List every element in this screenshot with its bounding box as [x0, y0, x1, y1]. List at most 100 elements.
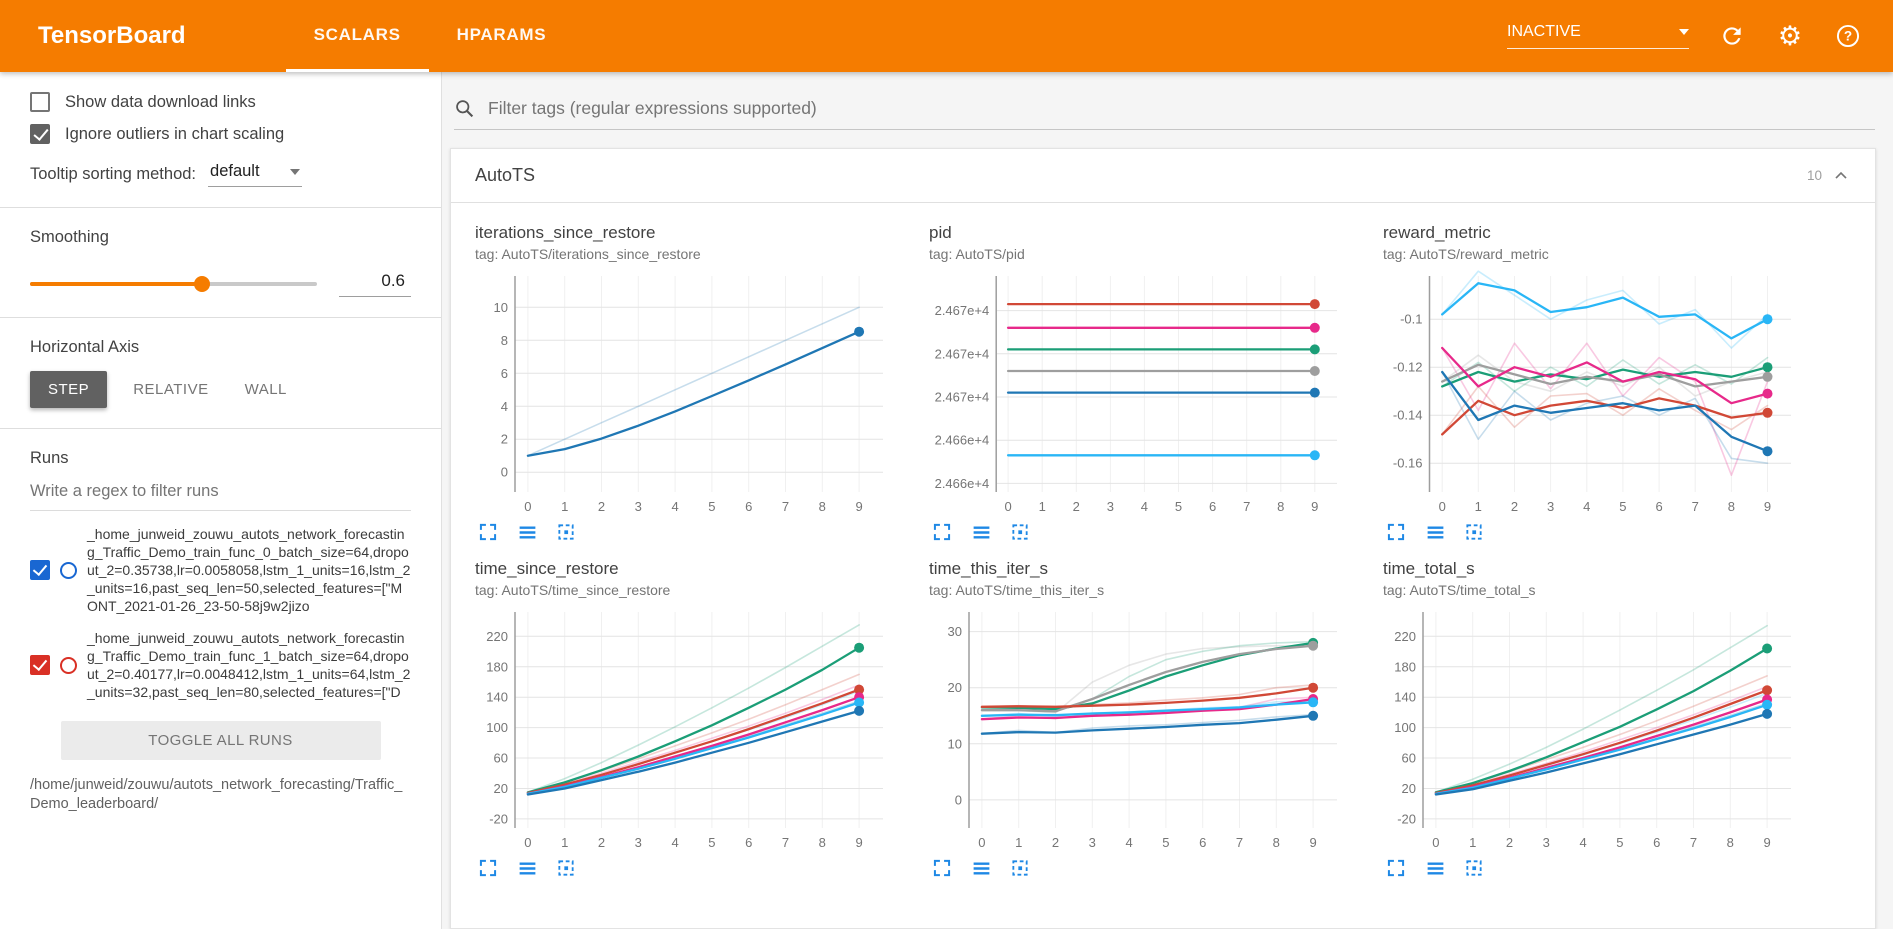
svg-text:5: 5 — [1162, 835, 1169, 850]
show-download-links-label: Show data download links — [65, 92, 256, 111]
app-header: TensorBoard SCALARS HPARAMS INACTIVE ⚙ ? — [0, 0, 1893, 72]
tooltip-sorting-dropdown[interactable]: default — [208, 162, 302, 187]
svg-text:2: 2 — [501, 432, 508, 447]
expand-chart-icon[interactable] — [1385, 857, 1407, 879]
chart-title: reward_metric — [1383, 223, 1491, 242]
ignore-outliers-checkbox[interactable] — [30, 124, 50, 144]
svg-text:60: 60 — [494, 751, 508, 766]
svg-text:0: 0 — [501, 465, 508, 480]
expand-chart-icon[interactable] — [931, 521, 953, 543]
lines-menu-icon[interactable] — [1424, 857, 1446, 879]
svg-text:4: 4 — [671, 499, 678, 514]
chart-tag: tag: AutoTS/reward_metric — [1383, 246, 1549, 262]
svg-text:9: 9 — [855, 499, 862, 514]
svg-text:3: 3 — [635, 499, 642, 514]
gear-icon[interactable]: ⚙ — [1777, 20, 1803, 51]
fit-domain-icon[interactable] — [555, 521, 577, 543]
runs-filter-input[interactable] — [30, 474, 411, 511]
svg-text:6: 6 — [1209, 499, 1216, 514]
tag-filter-input[interactable] — [488, 98, 1875, 119]
chart-plot[interactable]: -0.1 -0.12 -0.14 -0.16 0 1 2 3 4 5 6 7 8 9 — [1383, 268, 1803, 518]
svg-text:8: 8 — [501, 333, 508, 348]
fit-domain-icon[interactable] — [1463, 857, 1485, 879]
chart-card: iterations_since_restore tag: AutoTS/ite… — [475, 223, 911, 543]
lines-menu-icon[interactable] — [516, 521, 538, 543]
lines-menu-icon[interactable] — [970, 521, 992, 543]
lines-menu-icon[interactable] — [1424, 521, 1446, 543]
svg-text:3: 3 — [1089, 835, 1096, 850]
svg-text:-0.16: -0.16 — [1393, 456, 1423, 471]
chart-plot[interactable]: 220 180 140 100 60 20 -20 0 1 2 3 4 5 6 7 8 9 — [1383, 604, 1803, 854]
runs-label: Runs — [30, 449, 69, 467]
svg-text:8: 8 — [1273, 835, 1280, 850]
svg-text:4: 4 — [1125, 835, 1132, 850]
axis-relative-button[interactable]: RELATIVE — [133, 381, 209, 398]
svg-text:4: 4 — [671, 835, 678, 850]
smoothing-slider-thumb[interactable] — [194, 276, 211, 292]
chart-toolbar — [929, 521, 1365, 543]
svg-text:6: 6 — [1653, 835, 1660, 850]
svg-text:0: 0 — [1004, 499, 1011, 514]
help-icon[interactable]: ? — [1833, 21, 1863, 51]
run-item[interactable]: _home_junweid_zouwu_autots_network_forec… — [30, 629, 411, 701]
run-checkbox[interactable] — [30, 560, 50, 580]
svg-text:-0.12: -0.12 — [1393, 360, 1423, 375]
chart-title: time_this_iter_s — [929, 559, 1049, 578]
ignore-outliers-row[interactable]: Ignore outliers in chart scaling — [30, 124, 411, 144]
chart-plot[interactable]: 10 8 6 4 2 0 0 1 2 3 4 5 6 7 8 9 — [475, 268, 895, 518]
horizontal-axis-section: Horizontal Axis STEP RELATIVE WALL — [0, 318, 441, 429]
expand-chart-icon[interactable] — [477, 521, 499, 543]
svg-text:7: 7 — [1243, 499, 1250, 514]
smoothing-value[interactable]: 0.6 — [339, 271, 411, 297]
svg-text:-20: -20 — [489, 811, 508, 826]
svg-text:9: 9 — [1764, 499, 1771, 514]
axis-wall-button[interactable]: WALL — [244, 381, 287, 398]
svg-text:8: 8 — [819, 499, 826, 514]
svg-text:2: 2 — [1511, 499, 1518, 514]
autots-card-header[interactable]: AutoTS 10 — [451, 149, 1875, 203]
toggle-all-runs-button[interactable]: TOGGLE ALL RUNS — [60, 721, 381, 760]
run-radio[interactable] — [60, 561, 77, 579]
status-dropdown[interactable]: INACTIVE — [1507, 23, 1689, 49]
svg-text:1: 1 — [561, 499, 568, 514]
run-checkbox[interactable] — [30, 655, 50, 675]
app-title: TensorBoard — [38, 22, 186, 49]
tab-hparams[interactable]: HPARAMS — [456, 24, 547, 44]
fit-domain-icon[interactable] — [555, 857, 577, 879]
svg-text:20: 20 — [494, 781, 508, 796]
general-settings-section: Show data download links Ignore outliers… — [0, 72, 441, 208]
show-download-links-checkbox[interactable] — [30, 92, 50, 112]
header-actions: INACTIVE ⚙ ? — [1507, 21, 1863, 51]
chart-plot[interactable]: 220 180 140 100 60 20 -20 0 1 2 3 4 5 6 7 8 9 — [475, 604, 895, 854]
tab-scalars[interactable]: SCALARS — [285, 0, 429, 72]
svg-text:8: 8 — [819, 835, 826, 850]
svg-text:6: 6 — [1655, 499, 1662, 514]
run-name: _home_junweid_zouwu_autots_network_forec… — [87, 630, 411, 700]
svg-text:5: 5 — [708, 499, 715, 514]
chart-toolbar — [475, 857, 911, 879]
fit-domain-icon[interactable] — [1463, 521, 1485, 543]
show-download-links-row[interactable]: Show data download links — [30, 92, 411, 112]
tooltip-sorting-label: Tooltip sorting method: — [30, 165, 197, 183]
expand-chart-icon[interactable] — [931, 857, 953, 879]
run-item[interactable]: _home_junweid_zouwu_autots_network_forec… — [30, 525, 411, 615]
svg-text:3: 3 — [635, 835, 642, 850]
expand-chart-icon[interactable] — [477, 857, 499, 879]
run-radio[interactable] — [60, 656, 77, 674]
chevron-up-icon[interactable] — [1831, 166, 1851, 186]
axis-step-button[interactable]: STEP — [30, 371, 108, 408]
chart-plot[interactable]: 2.467e+4 2.467e+4 2.467e+4 2.466e+4 2.466e+4… — [929, 268, 1349, 518]
lines-menu-icon[interactable] — [970, 857, 992, 879]
expand-chart-icon[interactable] — [1385, 521, 1407, 543]
fit-domain-icon[interactable] — [1009, 521, 1031, 543]
tooltip-sorting-value: default — [210, 162, 260, 180]
chevron-down-icon — [1679, 29, 1689, 35]
chart-plot[interactable]: 30 20 10 0 0 1 2 3 4 5 6 7 8 9 — [929, 604, 1349, 854]
refresh-icon[interactable] — [1717, 21, 1747, 51]
fit-domain-icon[interactable] — [1009, 857, 1031, 879]
card-chart-count: 10 — [1806, 168, 1822, 183]
smoothing-slider[interactable] — [30, 276, 317, 292]
chart-toolbar — [1383, 521, 1819, 543]
svg-text:60: 60 — [1402, 751, 1416, 766]
lines-menu-icon[interactable] — [516, 857, 538, 879]
